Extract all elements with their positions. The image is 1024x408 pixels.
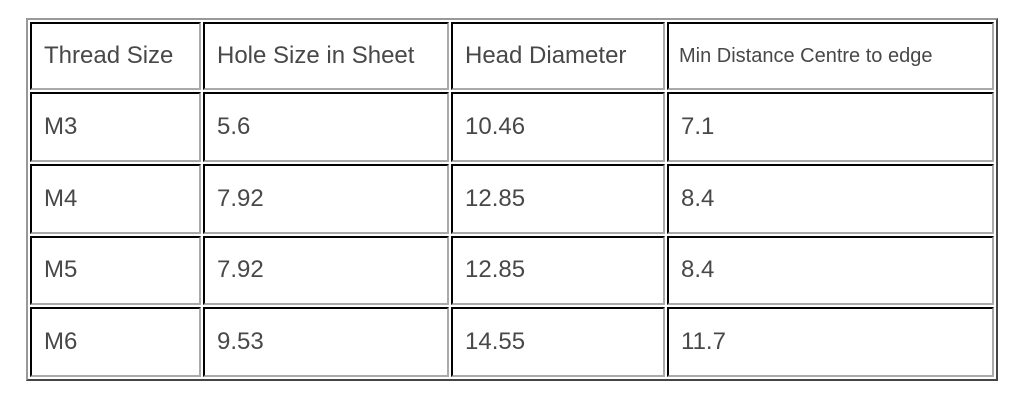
header-thread-size: Thread Size	[30, 22, 201, 90]
cell-min-distance: 7.1	[667, 92, 994, 162]
cell-head-diameter: 10.46	[451, 92, 665, 162]
header-row: Thread Size Hole Size in Sheet Head Diam…	[30, 22, 994, 90]
table-row: M6 9.53 14.55 11.7	[30, 307, 994, 377]
cell-head-diameter: 12.85	[451, 235, 665, 306]
thread-size-table: Thread Size Hole Size in Sheet Head Diam…	[26, 18, 998, 381]
table-row: M5 7.92 12.85 8.4	[30, 235, 994, 306]
cell-thread-size: M4	[30, 163, 201, 234]
cell-head-diameter: 14.55	[451, 307, 665, 377]
header-hole-size: Hole Size in Sheet	[203, 22, 449, 90]
cell-hole-size: 5.6	[203, 92, 449, 162]
cell-thread-size: M5	[30, 235, 201, 306]
cell-hole-size: 7.92	[203, 163, 449, 234]
cell-hole-size: 7.92	[203, 235, 449, 306]
cell-thread-size: M3	[30, 92, 201, 162]
cell-min-distance: 11.7	[667, 307, 994, 377]
table-row: M3 5.6 10.46 7.1	[30, 92, 994, 162]
cell-head-diameter: 12.85	[451, 163, 665, 234]
cell-hole-size: 9.53	[203, 307, 449, 377]
cell-thread-size: M6	[30, 307, 201, 377]
header-head-diameter: Head Diameter	[451, 22, 665, 90]
table-row: M4 7.92 12.85 8.4	[30, 163, 994, 234]
cell-min-distance: 8.4	[667, 163, 994, 234]
header-min-distance: Min Distance Centre to edge	[667, 22, 994, 90]
cell-min-distance: 8.4	[667, 235, 994, 306]
